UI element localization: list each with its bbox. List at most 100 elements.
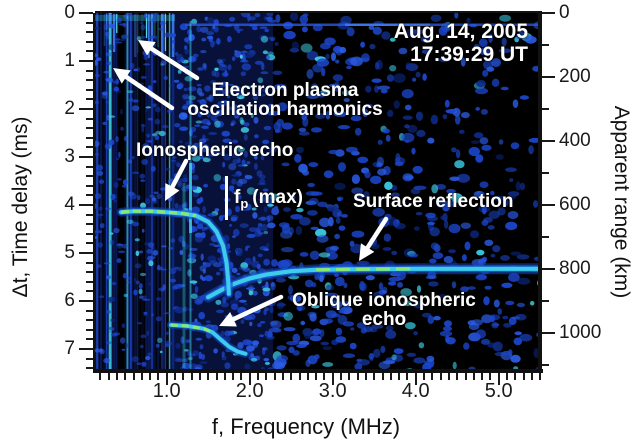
axis-tick bbox=[323, 373, 326, 380]
axis-tick bbox=[86, 69, 93, 72]
axis-tick bbox=[86, 271, 93, 274]
axis-tick bbox=[530, 373, 533, 380]
axis-tick bbox=[86, 194, 93, 197]
axis-tick bbox=[115, 373, 118, 380]
x-axis-title: f, Frequency (MHz) bbox=[211, 414, 401, 439]
axis-tick bbox=[542, 300, 549, 302]
axis-tick bbox=[182, 373, 185, 380]
axis-tick bbox=[198, 373, 201, 380]
axis-tick bbox=[86, 367, 93, 370]
axis-tick bbox=[281, 373, 284, 380]
axis-tick bbox=[542, 12, 555, 14]
axis-tick bbox=[86, 21, 93, 24]
axis-tick bbox=[539, 373, 542, 380]
axis-tick bbox=[542, 108, 549, 110]
axis-tick bbox=[86, 40, 93, 43]
axis-tick bbox=[86, 175, 93, 178]
axis-tick bbox=[86, 165, 93, 168]
axis-tick bbox=[514, 373, 517, 380]
axis-tick bbox=[542, 236, 549, 238]
axis-tick bbox=[414, 373, 417, 385]
axis-tick bbox=[79, 12, 93, 14]
axis-tick bbox=[389, 373, 392, 380]
axis-tick bbox=[542, 172, 549, 174]
axis-tick bbox=[273, 373, 276, 380]
x-tick-label: 1.0 bbox=[152, 380, 181, 402]
axis-tick bbox=[240, 373, 243, 380]
axis-tick bbox=[439, 373, 442, 380]
axis-tick bbox=[86, 290, 93, 293]
axis-tick bbox=[132, 373, 135, 380]
axis-tick bbox=[406, 373, 409, 380]
fp-max-marker-line bbox=[225, 176, 228, 220]
y-right-tick-label: 0 bbox=[559, 2, 570, 23]
axis-tick bbox=[86, 146, 93, 149]
axis-tick bbox=[381, 373, 384, 380]
axis-tick bbox=[542, 44, 549, 46]
axis-tick bbox=[79, 300, 93, 302]
axis-tick bbox=[257, 373, 259, 380]
fp-symbol: f bbox=[234, 187, 241, 208]
axis-tick bbox=[190, 373, 193, 380]
fp-max-text: (max) bbox=[252, 187, 303, 208]
y-left-tick-label: 1 bbox=[64, 50, 75, 71]
axis-tick bbox=[79, 252, 93, 254]
y-right-tick-label: 800 bbox=[559, 258, 591, 279]
y-axis-right-title: Apparent range (km) bbox=[610, 105, 633, 299]
fp-max-annotation: fp (max) bbox=[234, 188, 303, 213]
y-right-tick-label: 1000 bbox=[559, 322, 602, 343]
axis-tick bbox=[86, 357, 93, 360]
axis-tick bbox=[99, 373, 102, 380]
axis-tick bbox=[232, 373, 235, 380]
y-left-tick-label: 7 bbox=[64, 338, 75, 359]
axis-tick bbox=[86, 328, 93, 331]
y-right-tick-label: 400 bbox=[559, 130, 591, 151]
axis-tick bbox=[86, 280, 93, 283]
axis-tick bbox=[86, 261, 93, 264]
y-axis-left-title: Δt, Time delay (ms) bbox=[9, 116, 32, 298]
axis-tick bbox=[86, 232, 93, 235]
y-left-tick-label: 3 bbox=[64, 146, 75, 167]
axis-tick bbox=[489, 373, 492, 380]
axis-tick bbox=[431, 373, 434, 380]
axis-tick bbox=[298, 373, 301, 380]
surface-reflection-annotation: Surface reflection bbox=[353, 191, 514, 212]
y-left-tick-label: 6 bbox=[64, 290, 75, 311]
axis-tick bbox=[472, 373, 475, 380]
axis-tick bbox=[79, 348, 93, 350]
axis-tick bbox=[86, 319, 93, 322]
axis-tick bbox=[522, 373, 525, 380]
oblique-echo-annotation: Oblique ionospheric echo bbox=[281, 291, 487, 329]
y-left-tick-label: 2 bbox=[64, 98, 75, 119]
axis-tick bbox=[373, 373, 376, 380]
axis-tick bbox=[79, 108, 93, 110]
harmonics-label-line1: Electron plasma bbox=[211, 80, 359, 101]
axis-tick bbox=[497, 373, 500, 385]
axis-tick bbox=[356, 373, 359, 380]
axis-tick bbox=[79, 156, 93, 158]
x-tick-label: 3.0 bbox=[318, 380, 347, 402]
axis-tick bbox=[265, 373, 268, 380]
plot-spine-top bbox=[95, 11, 541, 13]
axis-tick bbox=[86, 309, 93, 312]
x-tick-label: 5.0 bbox=[484, 380, 513, 402]
axis-tick bbox=[542, 140, 555, 142]
axis-tick bbox=[306, 373, 309, 380]
axis-tick bbox=[140, 373, 143, 380]
axis-tick bbox=[215, 373, 218, 380]
axis-tick bbox=[174, 373, 176, 380]
axis-tick bbox=[86, 213, 93, 216]
axis-tick bbox=[464, 373, 467, 380]
axis-tick bbox=[165, 373, 168, 385]
axis-tick bbox=[506, 373, 508, 380]
x-tick-label: 4.0 bbox=[401, 380, 430, 402]
axis-tick bbox=[315, 373, 318, 380]
harmonics-annotation: Electron plasma oscillation harmonics bbox=[169, 81, 401, 119]
oblique-label-line2: echo bbox=[361, 309, 407, 330]
y-left-tick-label: 4 bbox=[64, 194, 75, 215]
axis-tick bbox=[542, 204, 555, 206]
y-left-tick-label: 0 bbox=[64, 2, 75, 23]
axis-tick bbox=[86, 88, 93, 91]
axis-tick bbox=[86, 242, 93, 245]
